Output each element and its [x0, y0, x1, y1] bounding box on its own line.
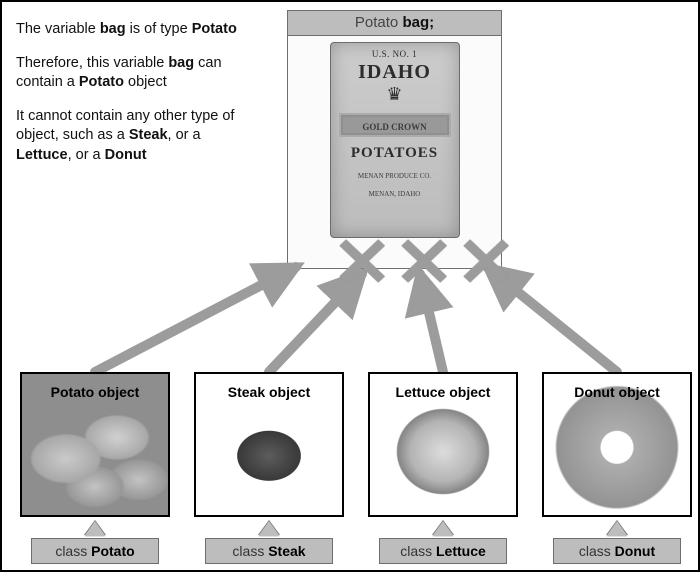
- bag-text: MENAN, IDAHO: [331, 190, 459, 198]
- bag-text: IDAHO: [331, 61, 459, 84]
- object-card-title: Donut object: [544, 384, 690, 400]
- object-card-potato: Potato object: [20, 372, 170, 517]
- class-keyword: class: [579, 543, 615, 559]
- explanation-text: The variable bag is of type Potato There…: [16, 20, 246, 179]
- explain-para-1: The variable bag is of type Potato: [16, 20, 246, 40]
- t: bag: [168, 55, 194, 71]
- inheritance-triangle-icon: [607, 521, 627, 535]
- reject-x-icon: ✕: [394, 222, 448, 302]
- type-name: Potato: [355, 14, 398, 31]
- t: Potato: [79, 74, 124, 90]
- arrow-potato: [95, 267, 296, 372]
- class-name: Potato: [91, 543, 135, 559]
- bag-text: U.S. NO. 1: [331, 49, 459, 59]
- inheritance-triangle-icon: [259, 521, 279, 535]
- class-keyword: class: [232, 543, 268, 559]
- variable-declaration-label: Potato bag;: [287, 10, 502, 36]
- bag-text: POTATOES: [331, 145, 459, 162]
- reject-x-icon: ✕: [456, 222, 510, 302]
- class-keyword: class: [55, 543, 91, 559]
- t: Steak: [129, 127, 168, 143]
- class-label-lettuce: class Lettuce: [379, 538, 507, 564]
- object-card-title: Lettuce object: [370, 384, 516, 400]
- class-label-donut: class Donut: [553, 538, 681, 564]
- object-card-donut: Donut object: [542, 372, 692, 517]
- explain-para-2: Therefore, this variable bag can contain…: [16, 54, 246, 93]
- var-name: bag;: [402, 14, 434, 31]
- t: object: [124, 74, 167, 90]
- t: , or a: [68, 147, 105, 163]
- t: Donut: [105, 147, 147, 163]
- class-name: Steak: [268, 543, 305, 559]
- class-name: Donut: [615, 543, 655, 559]
- bag-text: GOLD CROWN: [341, 115, 449, 135]
- class-name: Lettuce: [436, 543, 486, 559]
- diagram-canvas: The variable bag is of type Potato There…: [0, 0, 700, 572]
- reject-x-icon: ✕: [332, 222, 386, 302]
- object-card-title: Potato object: [22, 384, 168, 400]
- class-keyword: class: [400, 543, 436, 559]
- object-card-lettuce: Lettuce object: [368, 372, 518, 517]
- bag-text: MENAN PRODUCE CO.: [331, 172, 459, 180]
- object-card-title: Steak object: [196, 384, 342, 400]
- class-label-potato: class Potato: [31, 538, 159, 564]
- t: bag: [100, 21, 126, 37]
- t: is of type: [126, 21, 192, 37]
- explain-para-3: It cannot contain any other type of obje…: [16, 107, 246, 166]
- class-label-steak: class Steak: [205, 538, 333, 564]
- t: , or a: [168, 127, 201, 143]
- t: Lettuce: [16, 147, 68, 163]
- potato-bag-illustration: U.S. NO. 1 IDAHO ♛ GOLD CROWN POTATOES M…: [330, 42, 460, 238]
- t: The variable: [16, 21, 100, 37]
- t: It cannot contain any other type of obje…: [16, 108, 234, 144]
- inheritance-triangle-icon: [433, 521, 453, 535]
- t: Therefore, this variable: [16, 55, 168, 71]
- t: Potato: [192, 21, 237, 37]
- object-card-steak: Steak object: [194, 372, 344, 517]
- inheritance-triangle-icon: [85, 521, 105, 535]
